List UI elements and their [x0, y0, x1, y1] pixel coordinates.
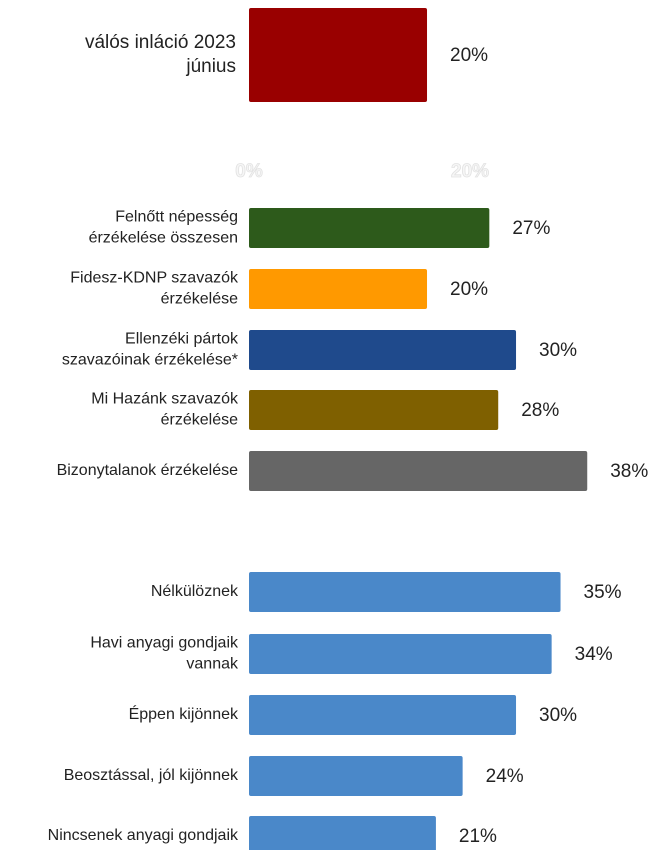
value-label: 28%	[521, 400, 559, 421]
bar	[249, 390, 499, 430]
x-tick-label: 0%	[235, 161, 263, 182]
value-label: 38%	[610, 461, 648, 482]
category-label: vannak	[186, 656, 239, 673]
value-label: 30%	[539, 705, 577, 726]
value-label: 30%	[539, 340, 577, 361]
category-label: Mi Hazánk szavazók	[91, 391, 239, 408]
category-label: Havi anyagi gondjaik	[90, 635, 239, 652]
bar	[249, 572, 561, 612]
bar	[249, 8, 428, 102]
bar	[249, 269, 428, 309]
category-label: érzékelése	[161, 291, 238, 308]
category-label: Beosztással, jól kijönnek	[64, 767, 239, 784]
category-label: Ellenzéki pártok	[125, 331, 239, 348]
bar	[249, 634, 552, 674]
category-label: Éppen kijönnek	[129, 704, 239, 723]
bar	[249, 330, 517, 370]
category-label: érzékelése	[161, 412, 238, 429]
value-label: 21%	[459, 826, 497, 847]
category-label: június	[185, 56, 236, 77]
bar	[249, 816, 436, 850]
value-label: 34%	[575, 644, 613, 665]
category-label: érzékelése összesen	[89, 230, 238, 247]
category-label: Nincsenek anyagi gondjaik	[48, 827, 239, 844]
category-label: Bizonytalanok érzékelése	[57, 462, 239, 479]
category-label: Felnőtt népesség	[115, 209, 238, 226]
bar	[249, 208, 490, 248]
bar	[249, 695, 517, 735]
value-label: 27%	[512, 218, 550, 239]
value-label: 24%	[486, 766, 524, 787]
bar	[249, 451, 588, 491]
value-label: 20%	[450, 45, 488, 66]
bar	[249, 756, 463, 796]
value-label: 20%	[450, 279, 488, 300]
category-label: Nélkülöznek	[151, 583, 239, 600]
value-label: 35%	[584, 582, 622, 603]
category-label: Fidesz-KDNP szavazók	[70, 270, 239, 287]
x-tick-label: 20%	[451, 161, 489, 182]
category-label: válós inláció 2023	[85, 32, 236, 53]
category-label: szavazóinak érzékelése*	[62, 352, 238, 369]
